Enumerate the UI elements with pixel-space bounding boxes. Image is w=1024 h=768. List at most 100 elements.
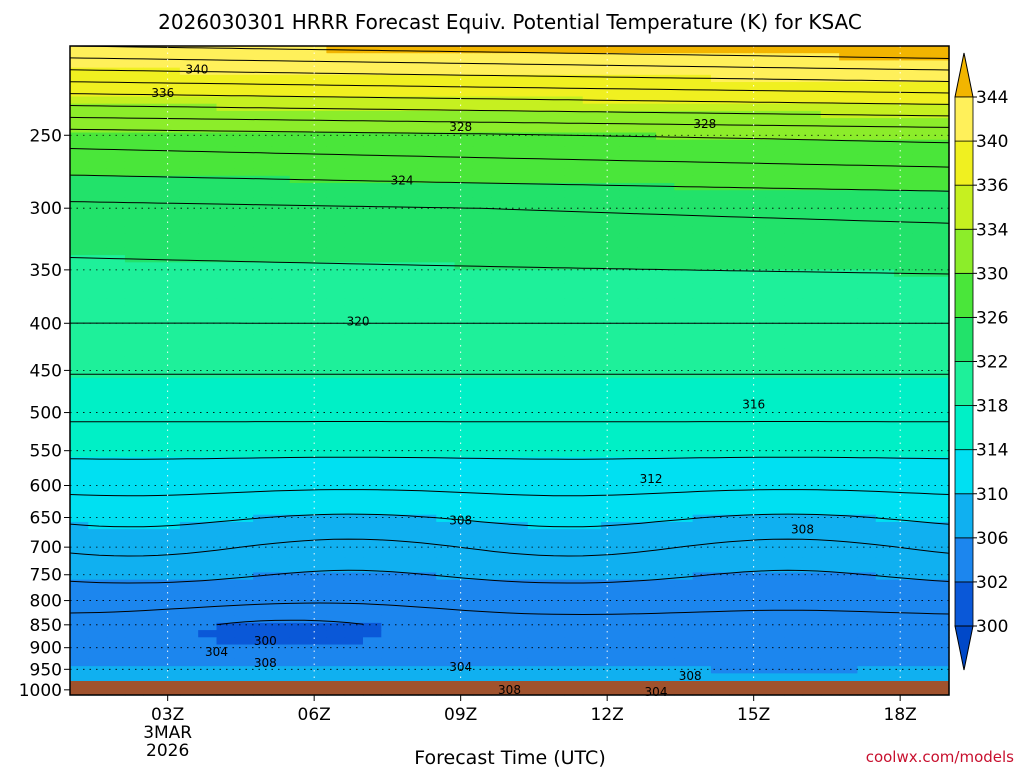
- heatmap-cell: [509, 413, 529, 422]
- heatmap-cell: [839, 500, 859, 509]
- heatmap-cell: [509, 608, 529, 617]
- heatmap-cell: [564, 110, 584, 119]
- heatmap-cell: [417, 146, 437, 155]
- heatmap-cell: [491, 651, 511, 660]
- heatmap-cell: [289, 651, 309, 660]
- heatmap-cell: [381, 673, 401, 682]
- heatmap-cell: [88, 413, 108, 422]
- heatmap-cell: [198, 139, 218, 148]
- heatmap-cell: [216, 283, 236, 292]
- heatmap-cell: [619, 291, 639, 299]
- heatmap-cell: [619, 175, 639, 184]
- heatmap-cell: [234, 168, 254, 177]
- heatmap-cell: [70, 146, 89, 155]
- credit-link[interactable]: coolwx.com/models: [866, 748, 1014, 766]
- heatmap-cell: [875, 175, 895, 184]
- heatmap-cell: [271, 478, 291, 487]
- heatmap-cell: [344, 565, 364, 574]
- heatmap-cell: [875, 89, 895, 98]
- heatmap-cell: [656, 529, 675, 537]
- heatmap-cell: [820, 175, 840, 184]
- contour-line: [69, 489, 950, 497]
- heatmap-cell: [784, 334, 804, 343]
- heatmap-cell: [436, 406, 456, 415]
- heatmap-cell: [417, 521, 437, 530]
- heatmap-cell: [161, 543, 181, 552]
- heatmap-cell: [436, 579, 456, 588]
- heatmap-cell: [839, 276, 859, 285]
- heatmap-cell: [198, 601, 218, 610]
- heatmap-cell: [820, 521, 840, 530]
- heatmap-cell: [582, 305, 602, 314]
- heatmap-cell: [143, 557, 163, 566]
- heatmap-cell: [857, 96, 877, 105]
- heatmap-cell: [253, 291, 273, 299]
- heatmap-cell: [344, 428, 364, 436]
- heatmap-cell: [857, 356, 877, 364]
- heatmap-cell: [491, 219, 511, 227]
- heatmap-cell: [289, 478, 309, 487]
- heatmap-cell: [161, 247, 181, 256]
- heatmap-cell: [363, 305, 382, 314]
- heatmap-cell: [637, 226, 657, 235]
- heatmap-cell: [198, 500, 218, 509]
- heatmap-cell: [912, 356, 932, 364]
- heatmap-cell: [729, 226, 749, 235]
- heatmap-cell: [143, 110, 163, 119]
- heatmap-cell: [857, 175, 877, 184]
- heatmap-cell: [509, 139, 529, 148]
- heatmap-cell: [582, 420, 602, 429]
- heatmap-cell: [363, 125, 382, 134]
- heatmap-cell: [857, 608, 877, 617]
- heatmap-cell: [326, 283, 346, 292]
- heatmap-cell: [216, 125, 236, 134]
- heatmap-cell: [582, 478, 602, 487]
- heatmap-cell: [417, 615, 437, 624]
- heatmap-cell: [912, 46, 932, 54]
- heatmap-cell: [253, 572, 273, 581]
- heatmap-cell: [546, 651, 566, 660]
- heatmap-cell: [894, 521, 913, 530]
- heatmap-cell: [546, 89, 566, 98]
- heatmap-cell: [546, 283, 566, 292]
- heatmap-cell: [308, 211, 327, 220]
- heatmap-cell: [637, 565, 657, 574]
- heatmap-cell: [509, 406, 529, 415]
- heatmap-cell: [399, 435, 419, 444]
- heatmap-cell: [216, 161, 236, 170]
- heatmap-cell: [436, 601, 456, 610]
- heatmap-cell: [308, 96, 327, 105]
- heatmap-cell: [546, 579, 566, 588]
- heatmap-cell: [216, 399, 236, 408]
- heatmap-cell: [820, 60, 840, 69]
- heatmap-cell: [546, 471, 566, 480]
- heatmap-cell: [271, 550, 291, 559]
- heatmap-cell: [839, 536, 859, 545]
- heatmap-cell: [289, 125, 309, 134]
- heatmap-cell: [875, 363, 895, 372]
- heatmap-cell: [820, 579, 840, 588]
- heatmap-cell: [381, 341, 401, 350]
- heatmap-cell: [601, 658, 620, 667]
- heatmap-cell: [564, 197, 584, 206]
- heatmap-cell: [692, 572, 712, 581]
- heatmap-cell: [820, 594, 840, 602]
- heatmap-cell: [198, 305, 218, 314]
- heatmap-cell: [802, 478, 822, 487]
- heatmap-cell: [564, 190, 584, 199]
- heatmap-cell: [326, 175, 346, 184]
- heatmap-cell: [491, 96, 511, 105]
- heatmap-cell: [472, 651, 492, 660]
- heatmap-cell: [619, 190, 639, 199]
- heatmap-cell: [198, 247, 218, 256]
- heatmap-cell: [124, 211, 144, 220]
- heatmap-cell: [656, 125, 675, 134]
- heatmap-cell: [143, 442, 163, 451]
- heatmap-cell: [802, 161, 822, 170]
- heatmap-cell: [289, 219, 309, 227]
- colorbar-tick-label: 306: [976, 529, 1008, 549]
- heatmap-cell: [326, 60, 346, 69]
- heatmap-cell: [491, 305, 511, 314]
- heatmap-cell: [326, 262, 346, 271]
- heatmap-cell: [729, 103, 749, 112]
